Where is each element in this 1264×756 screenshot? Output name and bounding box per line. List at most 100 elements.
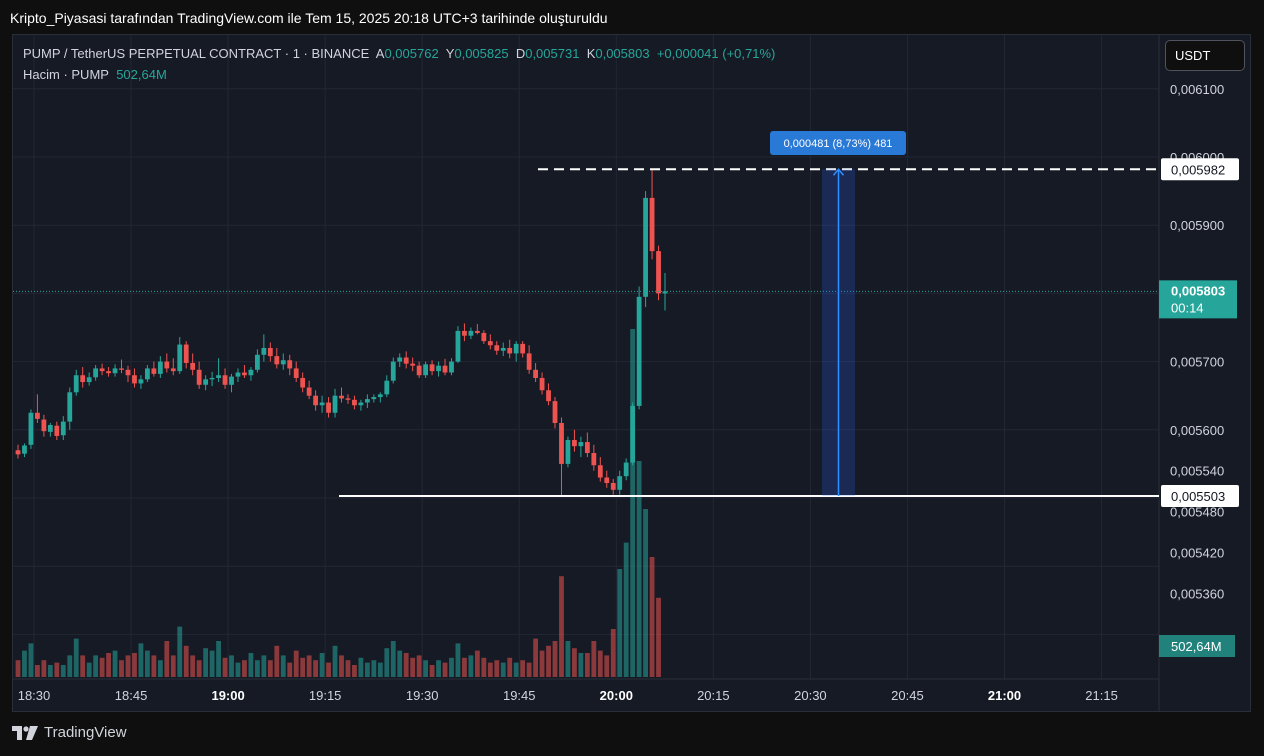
volume-bar [623,542,629,677]
volume-bar [41,660,47,677]
volume-bar [190,655,196,677]
candle-body [54,425,60,436]
time-tick-label: 20:15 [697,688,730,703]
solid-level-badge: 0,005503 [1161,484,1239,507]
candle-body [591,452,597,466]
volume-bar [151,655,157,677]
volume-bar [112,650,118,677]
volume-bar [481,657,487,677]
candle-body [203,379,209,385]
volume-bar [67,655,73,677]
candle-body [572,440,577,447]
footer-branding[interactable]: TradingView [12,724,127,741]
candle-body [183,344,189,363]
candle-body [358,402,364,406]
volume-bar [410,657,416,677]
time-tick-label: 19:45 [503,688,536,703]
dashed-level-badge: 0,005982 [1161,158,1239,181]
price-tick-label: 0,005600 [1170,423,1224,438]
candle-body [604,477,610,483]
candle-body [630,405,636,463]
volume-bar [132,653,137,677]
candle-body [636,296,642,406]
candle-body [352,399,357,406]
volume-badge: 502,64M [1159,635,1235,657]
candle-body [190,362,196,370]
candle-body [487,341,493,346]
candle-body [99,368,105,372]
dashed-level-price: 0,005982 [1171,162,1225,177]
volume-bar [559,576,564,677]
price-tick-label: 0,005420 [1170,546,1224,561]
candle-series [15,169,668,496]
candle-body [500,347,506,351]
symbol-legend[interactable]: PUMP / TetherUS PERPETUAL CONTRACT · 1 ·… [23,46,775,61]
candle-body [86,377,92,383]
candle-body [319,402,325,406]
candle-body [242,372,247,376]
last-price-badge: 0,005803 00:14 [1159,280,1237,319]
candle-body [326,402,331,413]
candle-body [507,347,513,354]
volume-bar [339,655,344,677]
candle-body [157,361,163,374]
volume-bar [319,653,325,677]
volume-bar [313,660,319,677]
chart-panel[interactable]: 0,000481 (8,73%) 481 0,006100 0,006000 0,0… [12,34,1251,712]
candle-body [429,364,435,372]
candle-body [274,356,280,365]
close-label: K [586,46,596,61]
volume-label[interactable]: Hacim · PUMP [23,67,109,82]
volume-legend[interactable]: Hacim · PUMP 502,64M [23,67,167,82]
volume-bar [119,660,124,677]
candle-body [377,394,383,398]
time-tick-label: 20:30 [794,688,827,703]
candle-body [662,291,668,294]
volume-bar [397,650,403,677]
volume-bar [513,662,519,677]
currency-button[interactable]: USDT [1165,40,1245,71]
low-label: D [515,46,526,61]
candle-body [119,368,124,370]
price-axis[interactable]: 0,0061000,0060000,0059000,0057000,005600… [1170,82,1224,602]
candle-body [643,197,648,297]
volume-bar [170,655,176,677]
time-axis[interactable]: 18:30 18:45 19:00 19:15 19:30 19:45 20:00 20:15… [18,688,1118,703]
measure-arrow-head [832,168,845,176]
candle-body [656,251,661,294]
candle-body [578,442,584,447]
grid-lines [13,35,1160,711]
candle-body [267,347,273,357]
volume-bar [267,660,273,677]
volume-bar [584,653,590,677]
volume-bar [242,660,247,677]
chart-canvas[interactable]: 0,000481 (8,73%) 481 0,0061000,0060000,0… [13,35,1250,711]
candle-body [345,398,351,400]
candle-body [28,412,34,445]
volume-bar [617,569,623,677]
volume-bar [377,662,383,677]
volume-bar [306,655,312,677]
candle-body [80,375,86,383]
volume-bar [15,660,21,677]
candle-body [610,482,616,490]
candle-body [73,375,79,393]
time-tick-label: 19:15 [309,688,342,703]
candle-body [170,368,176,372]
volume-bar [416,655,422,677]
candle-body [584,442,590,453]
candle-body [339,395,344,399]
volume-bar [643,509,648,677]
volume-bar [99,657,105,677]
volume-bar [546,645,551,677]
candle-body [364,399,370,403]
volume-bar [280,655,286,677]
candle-body [229,376,234,385]
candle-body [248,369,254,376]
symbol-name[interactable]: PUMP / TetherUS PERPETUAL CONTRACT · 1 ·… [23,46,370,61]
candle-body [151,368,157,374]
candle-body [565,440,571,464]
volume-bar [274,645,280,677]
measure-label-badge: 0,000481 (8,73%) 481 [770,131,906,155]
volume-bar [578,653,584,677]
